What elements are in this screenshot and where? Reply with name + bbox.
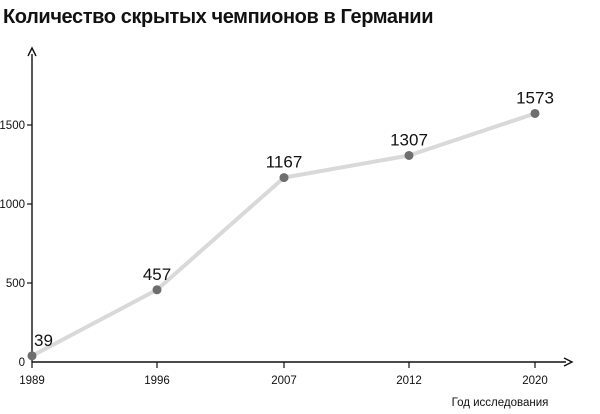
data-label-2012: 1307	[390, 130, 428, 149]
x-tick-label-2007: 2007	[271, 375, 297, 387]
x-axis-arrow	[563, 357, 574, 367]
data-label-2020: 1573	[516, 88, 554, 107]
data-point-2020	[530, 108, 540, 118]
x-tick-label-1996: 1996	[144, 375, 170, 387]
x-tick-label-1989: 1989	[19, 375, 45, 387]
data-point-2012	[404, 150, 414, 160]
y-tick-label-1000: 1000	[0, 199, 25, 211]
axes	[27, 46, 574, 367]
x-axis-title: Год исследования	[452, 397, 549, 409]
data-labels: 39 457 1167 1307 1573	[34, 88, 554, 349]
data-label-1996: 457	[143, 265, 171, 284]
x-tick-label-2020: 2020	[522, 375, 548, 387]
data-point-1989	[27, 351, 37, 361]
series-layer	[27, 108, 540, 361]
y-tick-label-500: 500	[6, 278, 25, 290]
x-tick-label-2012: 2012	[396, 375, 422, 387]
y-axis-arrow	[27, 46, 37, 57]
chart-title: Количество скрытых чемпионов в Германии	[3, 6, 434, 28]
data-label-1989: 39	[34, 331, 53, 350]
y-tick-label-1500: 1500	[0, 120, 25, 132]
y-axis-ticks: 0 500 1000 1500	[0, 120, 32, 369]
data-point-2007	[279, 173, 289, 183]
y-tick-label-0: 0	[19, 357, 25, 369]
data-label-2007: 1167	[266, 153, 303, 172]
series-line	[30, 111, 537, 358]
data-point-1996	[152, 285, 162, 295]
x-axis-ticks: 1989 1996 2007 2012 2020	[19, 362, 548, 387]
